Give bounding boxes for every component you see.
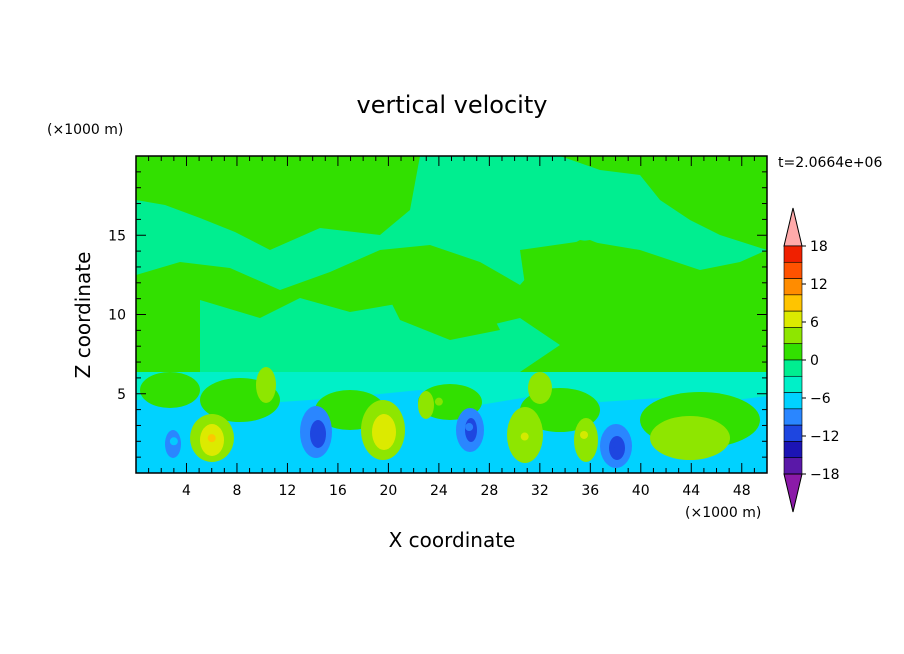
x-tick-label: 44 (682, 483, 700, 499)
feature-mark (169, 437, 178, 446)
x-tick-label: 40 (632, 483, 650, 499)
y-unit-label: (×1000 m) (47, 122, 123, 138)
y-axis: 5 10 15 (108, 171, 767, 458)
updraft-plume (256, 367, 276, 403)
updraft-plume (528, 372, 552, 404)
colorbar-tick-label: 0 (810, 353, 819, 369)
colorbar-tick-label: 12 (810, 277, 828, 293)
x-tick-label: 36 (581, 483, 599, 499)
colorbar-swatch (783, 310, 803, 328)
updraft-plume (574, 418, 598, 462)
feature-mark (580, 430, 589, 439)
x-axis: 4 8 12 16 20 24 28 32 36 40 44 48 (148, 156, 755, 499)
updraft-plume (372, 414, 396, 450)
x-tick-label: 8 (232, 483, 241, 499)
x-unit-label: (×1000 m) (685, 505, 761, 521)
colorbar-swatch (783, 294, 803, 312)
mid-green-region (520, 240, 640, 305)
colorbar-tick-label: −12 (810, 429, 840, 445)
colorbar-swatch (783, 327, 803, 345)
colorbar-min-triangle (783, 473, 803, 513)
colorbar-swatch (783, 424, 803, 442)
y-axis-label: Z coordinate (71, 252, 95, 379)
x-tick-label: 12 (279, 483, 297, 499)
feature-mark (311, 427, 320, 436)
colorbar-swatch (783, 343, 803, 361)
feature-mark (260, 389, 269, 398)
feature-mark (379, 423, 388, 432)
x-tick-label: 28 (480, 483, 498, 499)
x-tick-label: 32 (531, 483, 549, 499)
colorbar-tick-label: −6 (810, 391, 831, 407)
y-tick-label: 15 (108, 228, 126, 244)
feature-mark (207, 434, 216, 443)
colorbar-swatch (783, 457, 803, 475)
lower-green-patch (140, 372, 200, 408)
upper-green-region (136, 156, 420, 250)
upper-green-region (560, 156, 767, 250)
colorbar-tick-label: 6 (810, 315, 819, 331)
chart-title: vertical velocity (357, 91, 548, 119)
time-label: t=2.0664e+06 (778, 155, 882, 171)
colorbar-max-triangle (783, 207, 803, 247)
colorbar-tick-label: 18 (810, 239, 828, 255)
y-tick-label: 10 (108, 308, 126, 324)
colorbar-tick-label: −18 (810, 467, 840, 483)
colorbar: 18 12 6 0 −6 −12 −18 (783, 207, 840, 513)
mid-green-region (380, 270, 500, 340)
x-tick-label: 20 (379, 483, 397, 499)
y-tick-label: 5 (117, 387, 126, 403)
updraft-plume (418, 391, 434, 419)
colorbar-swatch (783, 245, 803, 263)
plot-area (136, 156, 767, 473)
updraft-plume (650, 416, 730, 460)
mid-band-region (200, 298, 560, 372)
feature-mark (520, 432, 529, 441)
x-axis-label: X coordinate (389, 528, 516, 552)
x-tick-label: 24 (430, 483, 448, 499)
x-tick-label: 48 (733, 483, 751, 499)
feature-mark (465, 423, 474, 432)
x-tick-label: 4 (182, 483, 191, 499)
colorbar-swatch (783, 441, 803, 459)
colorbar-swatch (783, 392, 803, 410)
feature-mark (434, 397, 443, 406)
colorbar-swatch (783, 375, 803, 393)
colorbar-swatch (783, 359, 803, 377)
colorbar-swatch (783, 408, 803, 426)
x-tick-label: 16 (329, 483, 347, 499)
colorbar-swatch (783, 278, 803, 296)
colorbar-swatch (783, 261, 803, 279)
feature-mark (612, 440, 621, 449)
